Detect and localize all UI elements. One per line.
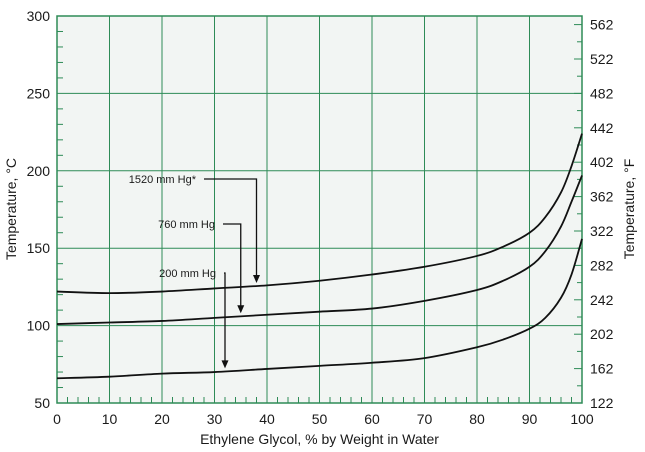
y2-tick-label: 322 — [590, 223, 614, 239]
series-line-2 — [56, 175, 583, 325]
y2-tick-label: 162 — [590, 361, 614, 377]
annotation-label: 1520 mm Hg* — [129, 174, 197, 186]
annotation-arrowhead — [253, 274, 260, 283]
y2-tick-label: 282 — [590, 257, 614, 273]
x-tick-label: 0 — [53, 411, 61, 427]
x-tick-label: 60 — [364, 411, 380, 427]
y-tick-label: 250 — [27, 85, 51, 101]
x-axis-title: Ethylene Glycol, % by Weight in Water — [200, 431, 439, 447]
x-tick-label: 80 — [469, 411, 485, 427]
y2-tick-label: 362 — [590, 189, 614, 205]
y2-axis-title: Temperature, °F — [621, 159, 637, 260]
y-tick-label: 50 — [34, 395, 50, 411]
x-tick-labels: 0 10 20 30 40 50 60 70 80 90 100 — [53, 411, 594, 427]
x-tick-label: 30 — [207, 411, 223, 427]
plot-frame — [56, 15, 583, 404]
y-tick-label: 200 — [27, 163, 51, 179]
x-tick-label: 10 — [102, 411, 118, 427]
y2-tick-label: 562 — [590, 17, 614, 33]
y-tick-label: 300 — [27, 8, 51, 24]
y2-tick-label: 242 — [590, 292, 614, 308]
series-line-3 — [56, 238, 583, 380]
y2-tick-labels: 122 162 202 242 282 322 362 402 442 482 522 562 — [590, 17, 614, 411]
x-tick-label: 90 — [522, 411, 538, 427]
annotation-leader — [223, 223, 242, 308]
annotation-arrowhead — [237, 305, 245, 314]
annotations: 1520 mm Hg* 760 mm Hg 200 mm Hg — [129, 174, 260, 369]
annotation-label: 200 mm Hg — [159, 268, 216, 280]
y2-tick-label: 402 — [590, 154, 614, 170]
series-lines — [56, 133, 583, 380]
x-tick-label: 50 — [312, 411, 328, 427]
annotation-label: 760 mm Hg — [158, 219, 215, 231]
x-tick-label: 70 — [417, 411, 433, 427]
annotation-leader — [224, 272, 226, 363]
y2-tick-label: 522 — [590, 51, 614, 67]
y-tick-labels: 50 100 150 200 250 300 — [27, 8, 51, 411]
y2-tick-label: 482 — [590, 85, 614, 101]
annotation-leader — [204, 178, 258, 277]
x-tick-label: 100 — [570, 411, 594, 427]
annotation-arrowhead — [221, 360, 229, 369]
y2-tick-label: 122 — [590, 395, 614, 411]
y-tick-label: 150 — [27, 240, 51, 256]
series-line-1 — [56, 133, 583, 294]
y-tick-label: 100 — [27, 318, 51, 334]
grid — [57, 16, 582, 403]
y2-tick-label: 202 — [590, 326, 614, 342]
minor-ticks — [57, 24, 582, 404]
y-axis-title: Temperature, °C — [3, 158, 19, 260]
x-tick-label: 40 — [259, 411, 275, 427]
y2-tick-label: 442 — [590, 120, 614, 136]
x-tick-label: 20 — [154, 411, 170, 427]
